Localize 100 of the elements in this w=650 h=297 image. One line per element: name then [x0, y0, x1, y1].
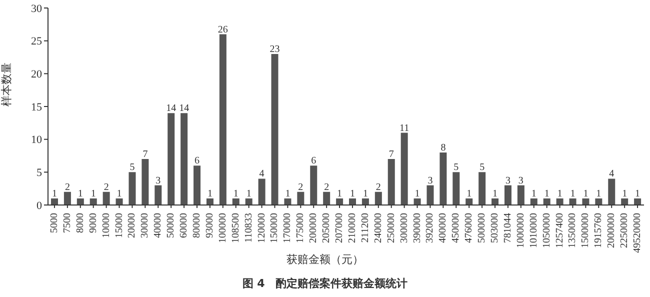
bar	[634, 198, 642, 205]
data-label: 5	[130, 162, 135, 174]
bar	[168, 113, 175, 205]
bar	[582, 198, 590, 205]
x-tick-label: 60000	[178, 213, 190, 238]
data-label: 1	[557, 188, 562, 200]
bar	[543, 198, 550, 205]
data-label: 2	[376, 182, 381, 193]
bar	[128, 172, 136, 205]
x-tick-label: 450000	[450, 213, 462, 243]
bar	[400, 132, 408, 205]
bar	[232, 198, 240, 205]
x-tick-label: 100000	[217, 213, 228, 243]
data-label: 1	[116, 188, 122, 200]
data-label: 1	[596, 188, 602, 200]
x-tick-label: 392000	[424, 213, 436, 243]
bar	[349, 198, 356, 205]
data-label: 1	[635, 188, 640, 200]
bar	[556, 198, 564, 205]
data-label: 1	[583, 188, 588, 200]
x-tick-label: 49520000	[632, 213, 644, 253]
bar	[336, 198, 344, 205]
bar	[595, 198, 602, 205]
data-label: 2	[104, 182, 109, 193]
x-tick-label: 400000	[438, 213, 449, 243]
x-tick-label: 175000	[295, 213, 306, 243]
y-tick-label: 5	[36, 167, 42, 180]
data-label: 1	[78, 188, 83, 200]
y-axis-title: 样本数量	[0, 62, 13, 106]
x-tick-label: 120000	[256, 213, 268, 243]
x-tick-label: 1010000	[528, 213, 540, 248]
x-tick-label: 250000	[386, 213, 397, 243]
data-label: 14	[179, 103, 190, 114]
bar	[608, 178, 616, 205]
data-label: 26	[218, 24, 228, 36]
data-label: 6	[194, 156, 200, 167]
x-tick-label: 108500	[230, 213, 242, 243]
bar	[569, 198, 576, 205]
data-label: 7	[388, 149, 394, 160]
data-label: 4	[609, 168, 614, 180]
data-label: 1	[570, 188, 576, 200]
bar	[530, 198, 538, 205]
bar	[180, 113, 188, 205]
x-tick-label: 5000	[48, 213, 60, 233]
bar	[426, 185, 434, 205]
data-label: 1	[350, 188, 355, 200]
bar	[414, 198, 421, 205]
data-label: 1	[246, 188, 252, 200]
data-label: 1	[544, 188, 550, 200]
x-tick-label: 30000	[140, 213, 151, 238]
x-tick-label: 390000	[412, 213, 423, 243]
bar	[245, 198, 252, 205]
x-tick-label: 20000	[126, 213, 138, 238]
data-label: 2	[64, 182, 70, 193]
x-tick-label: 781044	[502, 213, 514, 243]
bar	[116, 198, 123, 205]
bar	[142, 159, 149, 205]
x-tick-label: 93000	[204, 213, 216, 238]
x-tick-label: 15000	[114, 213, 125, 238]
data-label: 5	[480, 162, 485, 174]
data-label: 4	[259, 168, 264, 180]
data-label: 3	[518, 175, 524, 186]
x-tick-label: 1915760	[593, 213, 604, 248]
data-label: 1	[90, 188, 96, 200]
bar	[194, 166, 201, 205]
bar	[284, 198, 292, 205]
bar	[478, 172, 486, 205]
y-tick-label: 25	[31, 36, 42, 48]
data-label: 8	[440, 142, 446, 154]
data-label: 1	[207, 188, 212, 200]
bar	[492, 198, 499, 205]
x-tick-label: 503000	[490, 213, 500, 243]
x-tick-label: 240000	[372, 213, 384, 243]
bar	[271, 54, 278, 205]
x-tick-label: 1350000	[567, 213, 578, 248]
bar	[504, 185, 512, 205]
x-tick-label: 40000	[152, 213, 164, 238]
data-label: 14	[166, 103, 176, 114]
y-tick-label: 20	[31, 68, 42, 81]
data-label: 2	[298, 182, 304, 193]
data-label: 1	[233, 188, 238, 200]
x-tick-label: 1000000	[515, 213, 526, 248]
x-tick-label: 1257400	[554, 213, 566, 248]
x-tick-label: 170000	[282, 213, 294, 243]
x-tick-label: 500000	[476, 213, 488, 243]
bar	[388, 159, 395, 205]
y-tick-label: 0	[36, 200, 42, 212]
bar	[102, 192, 110, 205]
data-label: 7	[142, 149, 148, 160]
data-label: 23	[270, 44, 280, 55]
x-tick-label: 205000	[321, 213, 332, 243]
x-tick-label: 300000	[398, 213, 410, 243]
x-tick-label: 2000000	[606, 213, 618, 248]
data-label: 3	[505, 175, 510, 186]
data-label: 3	[428, 175, 433, 186]
data-label: 2	[324, 182, 330, 193]
data-label: 1	[337, 188, 342, 200]
x-tick-label: 1500000	[580, 213, 592, 248]
data-label: 1	[285, 188, 290, 200]
x-tick-label: 1050000	[541, 213, 552, 248]
